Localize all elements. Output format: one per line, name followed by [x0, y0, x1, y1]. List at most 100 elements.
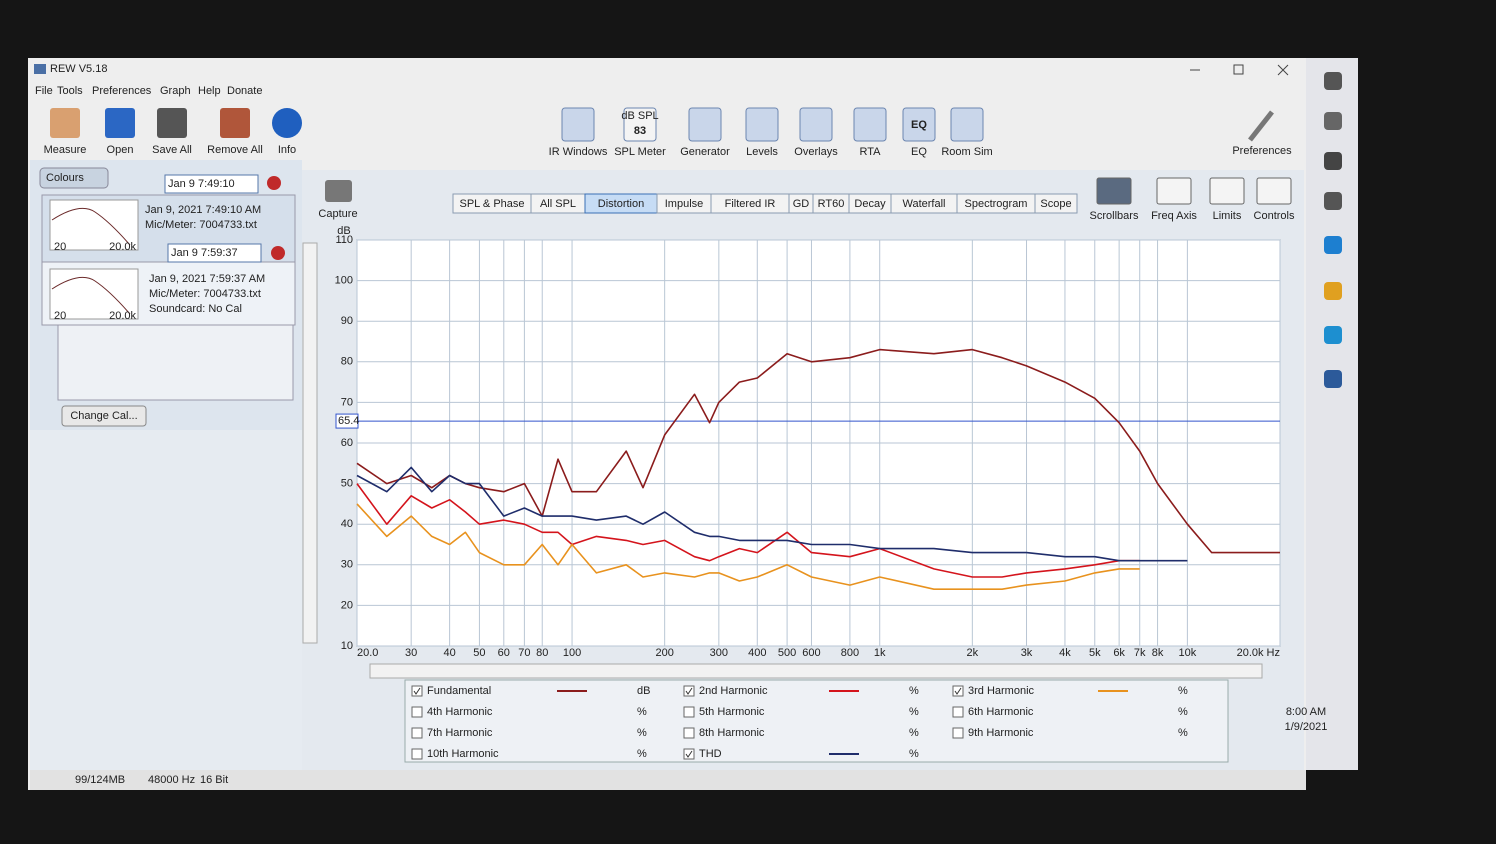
toolbar-label[interactable]: Preferences: [1232, 145, 1292, 157]
toolbar-label[interactable]: Info: [278, 144, 296, 156]
capture-icon[interactable]: [325, 180, 352, 202]
legend-checkbox[interactable]: [411, 727, 423, 739]
tab-label[interactable]: Filtered IR: [725, 198, 776, 210]
toolbar-label[interactable]: SPL Meter: [614, 146, 666, 158]
close[interactable]: [1277, 64, 1289, 76]
legend-label[interactable]: 3rd Harmonic: [968, 685, 1035, 697]
legend-label[interactable]: 9th Harmonic: [968, 727, 1034, 739]
toolbar-label[interactable]: EQ: [911, 146, 927, 158]
legend-checkbox[interactable]: [411, 685, 423, 697]
tab-label[interactable]: GD: [793, 198, 810, 210]
toolbar-icon[interactable]: [688, 107, 722, 142]
tool-label[interactable]: Freq Axis: [1151, 210, 1197, 222]
name-field[interactable]: [167, 243, 262, 263]
toolbar-icon[interactable]: [623, 107, 657, 142]
tab-label[interactable]: Decay: [854, 198, 886, 210]
toolbar-label[interactable]: Measure: [44, 144, 87, 156]
tab-label[interactable]: Impulse: [665, 198, 704, 210]
legend-label[interactable]: 10th Harmonic: [427, 748, 499, 760]
taskbar-icon[interactable]: [1324, 326, 1342, 344]
toolbar-icon[interactable]: [561, 107, 595, 142]
legend-checkbox[interactable]: [683, 706, 695, 718]
preferences-icon[interactable]: [1248, 110, 1274, 142]
menu-item[interactable]: Graph: [160, 85, 191, 97]
remove-button[interactable]: [267, 176, 281, 190]
remove-button[interactable]: [271, 246, 285, 260]
toolbar-label[interactable]: Save All: [152, 144, 192, 156]
capture-label[interactable]: Capture: [318, 208, 357, 220]
taskbar-icon[interactable]: [1324, 282, 1342, 300]
toolbar-icon[interactable]: [272, 108, 302, 138]
toolbar-icon[interactable]: [105, 108, 135, 138]
tool-icon[interactable]: [1209, 177, 1245, 205]
change-cal-button[interactable]: [61, 405, 147, 427]
menu-item[interactable]: Help: [198, 85, 221, 97]
toolbar-label[interactable]: Generator: [680, 146, 730, 158]
toolbar-icon[interactable]: [853, 107, 887, 142]
menu-item[interactable]: Tools: [57, 85, 83, 97]
tab-label[interactable]: Scope: [1040, 198, 1071, 210]
tool-icon[interactable]: [1156, 177, 1192, 205]
taskbar-icon[interactable]: [1324, 192, 1342, 210]
menu-item[interactable]: Preferences: [92, 85, 152, 97]
legend-checkbox[interactable]: [952, 685, 964, 697]
taskbar-icon[interactable]: [1324, 112, 1342, 130]
tab-label[interactable]: SPL & Phase: [459, 198, 524, 210]
tool-icon[interactable]: [1256, 177, 1292, 205]
legend-checkbox[interactable]: [683, 685, 695, 697]
tab-label[interactable]: All SPL: [540, 198, 576, 210]
legend-checkbox[interactable]: [411, 748, 423, 760]
measurement-name[interactable]: Jan 9 7:59:37: [171, 247, 238, 259]
toolbar-icon[interactable]: [220, 108, 250, 138]
legend-label[interactable]: Fundamental: [427, 685, 491, 697]
toolbar-icon[interactable]: [745, 107, 779, 142]
taskbar-icon[interactable]: [1324, 152, 1342, 170]
measurement-name[interactable]: Jan 9 7:49:10: [168, 178, 235, 190]
tool-label[interactable]: Controls: [1254, 210, 1295, 222]
legend-checkbox[interactable]: [952, 706, 964, 718]
toolbar-label[interactable]: Room Sim: [941, 146, 992, 158]
v-scrollbar[interactable]: [302, 242, 318, 644]
toolbar-label[interactable]: Overlays: [794, 146, 838, 158]
legend-label[interactable]: 4th Harmonic: [427, 706, 493, 718]
legend-checkbox[interactable]: [683, 727, 695, 739]
toolbar-label[interactable]: Levels: [746, 146, 778, 158]
taskbar-icon[interactable]: [1324, 370, 1342, 388]
legend-label[interactable]: 5th Harmonic: [699, 706, 765, 718]
colours-button[interactable]: [39, 167, 109, 189]
tool-icon[interactable]: [1096, 177, 1132, 205]
restore[interactable]: [1233, 64, 1244, 75]
toolbar-icon[interactable]: [799, 107, 833, 142]
tab-label[interactable]: Waterfall: [903, 198, 946, 210]
toolbar-label[interactable]: Remove All: [207, 144, 263, 156]
legend-checkbox[interactable]: [411, 706, 423, 718]
toolbar-icon[interactable]: [950, 107, 984, 142]
tool-label[interactable]: Limits: [1213, 210, 1242, 222]
tab-label[interactable]: Distortion: [598, 198, 644, 210]
legend-label[interactable]: 7th Harmonic: [427, 727, 493, 739]
legend-label[interactable]: 2nd Harmonic: [699, 685, 768, 697]
menu-item[interactable]: File: [35, 85, 53, 97]
tab[interactable]: [1034, 193, 1078, 214]
colours-label[interactable]: Colours: [46, 172, 84, 184]
taskbar-icon[interactable]: [1324, 236, 1342, 254]
legend-label[interactable]: 8th Harmonic: [699, 727, 765, 739]
toolbar-icon[interactable]: [157, 108, 187, 138]
taskbar-icon[interactable]: [1324, 72, 1342, 90]
toolbar-label[interactable]: IR Windows: [549, 146, 608, 158]
tab-label[interactable]: Spectrogram: [965, 198, 1028, 210]
legend-checkbox[interactable]: [683, 748, 695, 760]
legend-checkbox[interactable]: [952, 727, 964, 739]
menu-item[interactable]: Donate: [227, 85, 262, 97]
toolbar-icon[interactable]: [902, 107, 936, 142]
tool-label[interactable]: Scrollbars: [1090, 210, 1139, 222]
legend-label[interactable]: THD: [699, 748, 722, 760]
toolbar-label[interactable]: Open: [107, 144, 134, 156]
change-cal-label[interactable]: Change Cal...: [70, 410, 137, 422]
tab-label[interactable]: RT60: [818, 198, 845, 210]
toolbar-icon[interactable]: [50, 108, 80, 138]
h-scrollbar[interactable]: [369, 663, 1263, 679]
toolbar-label[interactable]: RTA: [860, 146, 882, 158]
legend-label[interactable]: 6th Harmonic: [968, 706, 1034, 718]
name-field[interactable]: [164, 174, 259, 194]
